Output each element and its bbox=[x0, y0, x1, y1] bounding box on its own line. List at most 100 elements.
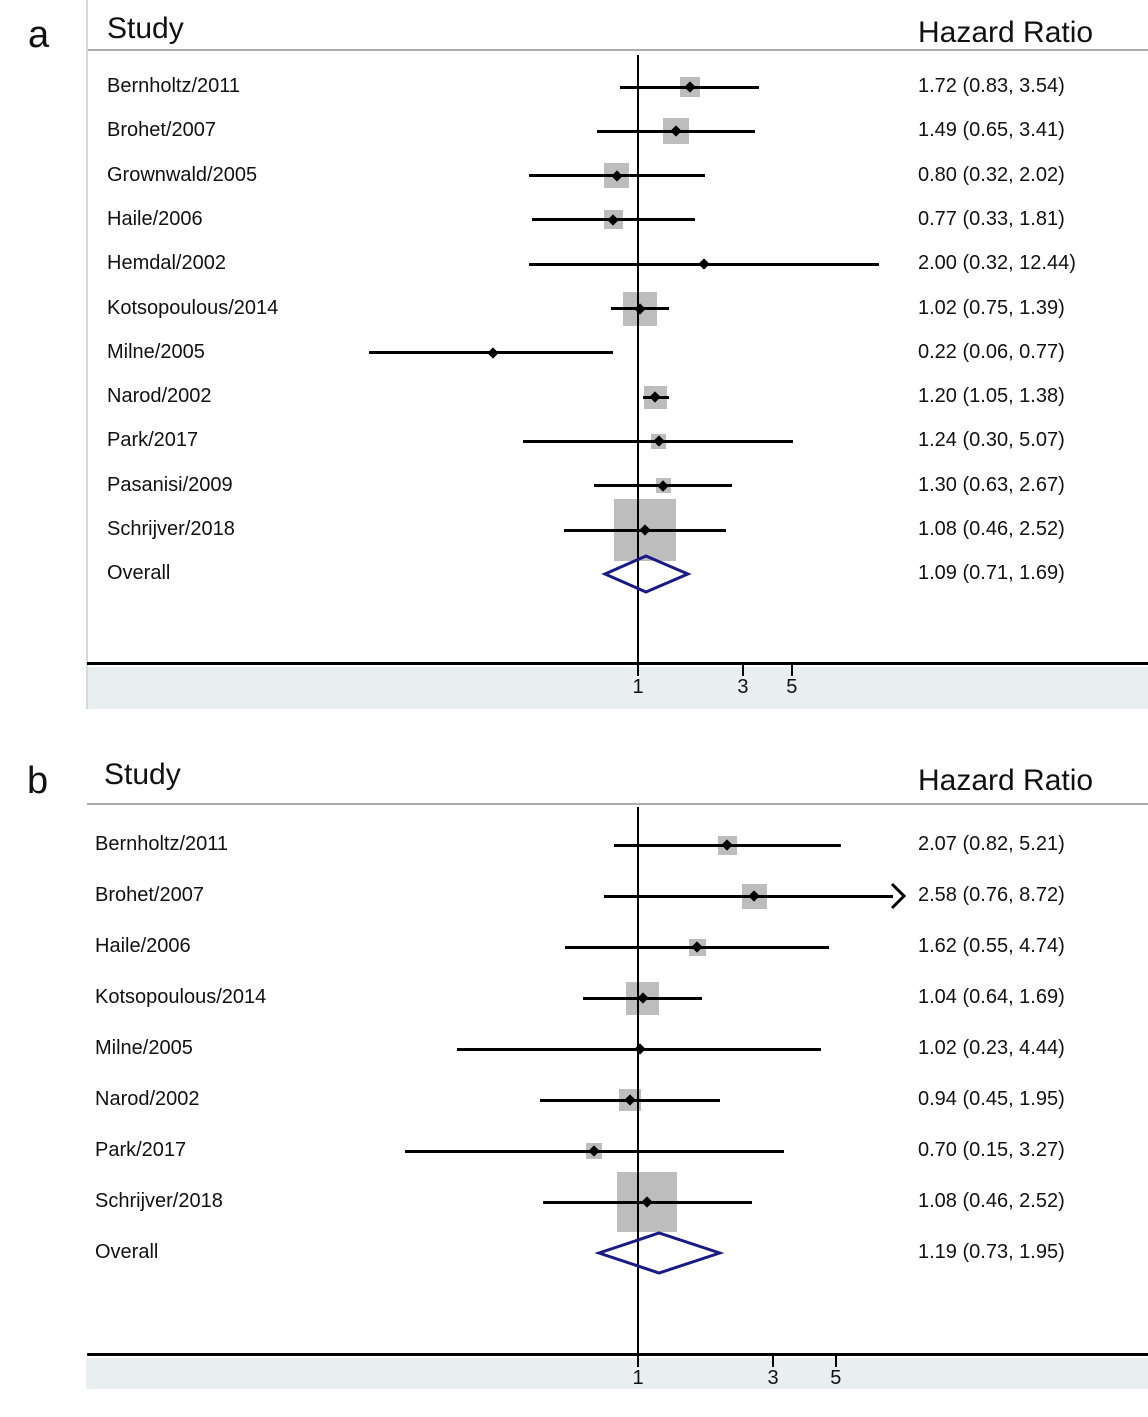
study-label: Bernholtz/2011 bbox=[107, 75, 241, 97]
weight-box bbox=[688, 938, 706, 956]
weight-box bbox=[614, 499, 677, 561]
point-estimate-marker bbox=[607, 214, 619, 226]
point-estimate-marker bbox=[624, 1094, 637, 1106]
x-axis-tick-label: 5 bbox=[786, 676, 798, 698]
study-label: Schrijver/2018 bbox=[107, 518, 235, 540]
ci-line bbox=[620, 85, 759, 89]
study-label: Grownwald/2005 bbox=[107, 163, 258, 186]
study-label: Kotsopoulous/2014 bbox=[95, 986, 267, 1008]
study-label: Hemdal/2002 bbox=[107, 252, 226, 275]
hazard-ratio-value: 2.00 (0.32, 12.44) bbox=[918, 252, 1076, 275]
hazard-ratio-column-header: Hazard Ratio bbox=[918, 16, 1094, 49]
header-underline bbox=[87, 803, 1148, 805]
ci-line bbox=[404, 1149, 784, 1153]
point-estimate-marker bbox=[748, 890, 761, 902]
overall-hazard-ratio-value: 1.19 (0.73, 1.95) bbox=[918, 1241, 1065, 1263]
weight-box bbox=[643, 385, 667, 409]
study-label: Brohet/2007 bbox=[107, 119, 216, 142]
ci-line bbox=[522, 439, 794, 443]
weight-box bbox=[655, 478, 671, 494]
point-estimate-marker bbox=[588, 1145, 600, 1157]
x-axis-tick-label: 1 bbox=[632, 1367, 644, 1389]
arrow-right-icon bbox=[891, 882, 907, 910]
ci-line bbox=[529, 174, 706, 178]
study-column-header: Study bbox=[104, 758, 181, 791]
point-estimate-marker bbox=[670, 125, 682, 137]
x-axis-tick bbox=[834, 1356, 837, 1367]
ci-line bbox=[564, 945, 830, 949]
weight-box bbox=[586, 1143, 603, 1159]
x-axis-tick-label: 5 bbox=[830, 1367, 842, 1389]
study-label: Kotsopoulous/2014 bbox=[107, 296, 279, 319]
study-column-header: Study bbox=[107, 12, 184, 45]
overall-hazard-ratio-value: 1.09 (0.71, 1.69) bbox=[918, 562, 1065, 585]
point-estimate-marker bbox=[634, 302, 646, 315]
point-estimate-marker bbox=[641, 1196, 654, 1208]
study-label: Schrijver/2018 bbox=[95, 1190, 223, 1212]
weight-box bbox=[604, 163, 630, 189]
hazard-ratio-value: 1.72 (0.83, 3.54) bbox=[918, 75, 1065, 97]
overall-label: Overall bbox=[95, 1241, 159, 1263]
study-label: Park/2017 bbox=[95, 1139, 187, 1161]
x-axis-tick bbox=[741, 665, 744, 676]
weight-box bbox=[619, 1089, 642, 1111]
study-label: Haile/2006 bbox=[107, 207, 203, 230]
point-estimate-marker bbox=[611, 169, 623, 182]
study-label: Haile/2006 bbox=[95, 935, 191, 957]
study-label: Milne/2005 bbox=[107, 340, 205, 363]
weight-box bbox=[717, 835, 737, 855]
reference-line bbox=[637, 807, 639, 1356]
x-axis-line bbox=[87, 1353, 1148, 1356]
ci-line bbox=[532, 218, 695, 222]
overall-diamond bbox=[601, 554, 692, 594]
study-label: Narod/2002 bbox=[107, 385, 212, 408]
x-axis-tick-label: 3 bbox=[737, 676, 749, 698]
x-axis-tick bbox=[790, 665, 793, 676]
hazard-ratio-value: 0.80 (0.32, 2.02) bbox=[918, 163, 1065, 186]
point-estimate-marker bbox=[684, 81, 696, 93]
hazard-ratio-column-header: Hazard Ratio bbox=[918, 764, 1094, 797]
ci-line bbox=[539, 1098, 721, 1102]
weight-box bbox=[741, 883, 767, 909]
study-label: Milne/2005 bbox=[95, 1037, 193, 1059]
hazard-ratio-value: 0.77 (0.33, 1.81) bbox=[918, 207, 1065, 230]
point-estimate-marker bbox=[721, 839, 734, 851]
point-estimate-marker bbox=[637, 992, 649, 1004]
ci-line bbox=[596, 129, 756, 133]
reference-line bbox=[637, 55, 639, 665]
ci-line bbox=[642, 395, 669, 399]
hazard-ratio-value: 1.08 (0.46, 2.52) bbox=[918, 1190, 1065, 1212]
hazard-ratio-value: 2.58 (0.76, 8.72) bbox=[918, 884, 1065, 906]
x-axis-tick bbox=[637, 665, 639, 676]
study-label: Brohet/2007 bbox=[95, 884, 204, 906]
study-label: Pasanisi/2009 bbox=[107, 473, 233, 496]
point-estimate-marker bbox=[652, 435, 665, 448]
ci-line bbox=[529, 262, 879, 266]
x-axis-band bbox=[86, 1358, 1148, 1389]
point-estimate-marker bbox=[691, 941, 703, 953]
hazard-ratio-value: 0.70 (0.15, 3.27) bbox=[918, 1139, 1065, 1161]
ci-line bbox=[613, 843, 841, 847]
point-estimate-marker bbox=[487, 347, 499, 359]
weight-box bbox=[663, 118, 690, 145]
x-axis-band bbox=[86, 667, 1148, 709]
ci-line bbox=[610, 307, 670, 310]
weight-box bbox=[679, 77, 700, 97]
panel-left-border bbox=[86, 0, 88, 709]
hazard-ratio-value: 1.62 (0.55, 4.74) bbox=[918, 935, 1065, 957]
weight-box bbox=[651, 433, 667, 449]
hazard-ratio-value: 1.24 (0.30, 5.07) bbox=[918, 429, 1065, 452]
ci-line bbox=[604, 894, 894, 898]
weight-box bbox=[617, 1172, 678, 1232]
weight-box bbox=[626, 981, 660, 1015]
point-estimate-marker bbox=[634, 1043, 647, 1055]
ci-line bbox=[457, 1047, 822, 1051]
weight-box bbox=[603, 210, 623, 230]
study-label: Narod/2002 bbox=[95, 1088, 200, 1110]
hazard-ratio-value: 1.02 (0.75, 1.39) bbox=[918, 296, 1065, 319]
hazard-ratio-value: 1.02 (0.23, 4.44) bbox=[918, 1037, 1065, 1059]
x-axis-tick-label: 3 bbox=[767, 1367, 779, 1389]
